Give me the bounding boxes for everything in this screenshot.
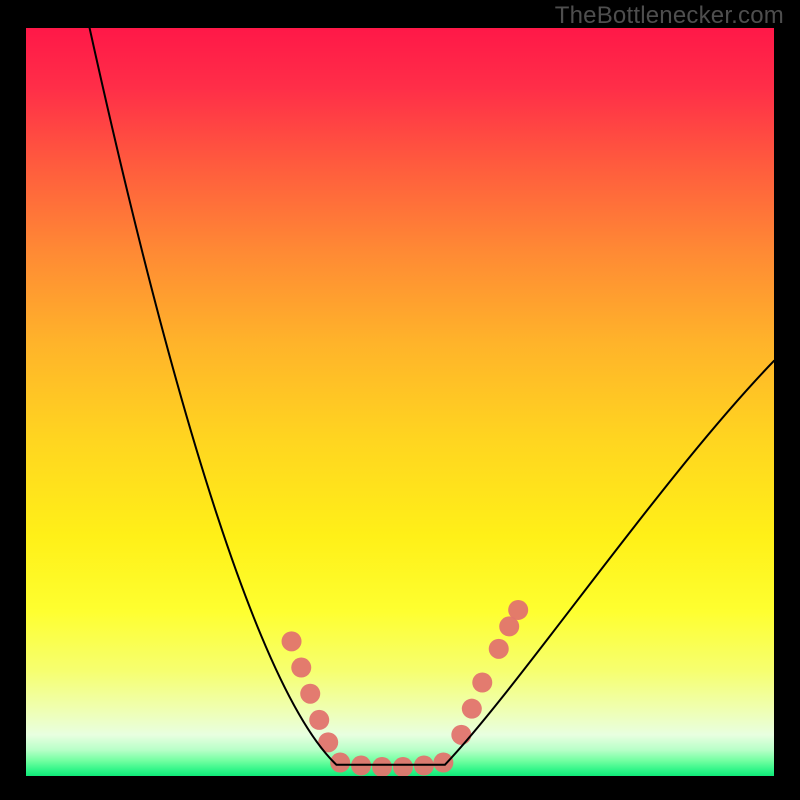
data-marker — [433, 753, 453, 773]
gradient-background — [26, 28, 774, 776]
data-marker — [291, 658, 311, 678]
plot-area — [26, 28, 774, 776]
data-marker — [451, 725, 471, 745]
watermark-text: TheBottlenecker.com — [555, 2, 784, 30]
data-marker — [508, 600, 528, 620]
chart-stage: TheBottlenecker.com — [0, 0, 800, 800]
data-marker — [309, 710, 329, 730]
data-marker — [462, 699, 482, 719]
data-marker — [300, 684, 320, 704]
chart-svg — [26, 28, 774, 776]
data-marker — [489, 639, 509, 659]
data-marker — [282, 631, 302, 651]
data-marker — [472, 673, 492, 693]
data-marker — [318, 732, 338, 752]
